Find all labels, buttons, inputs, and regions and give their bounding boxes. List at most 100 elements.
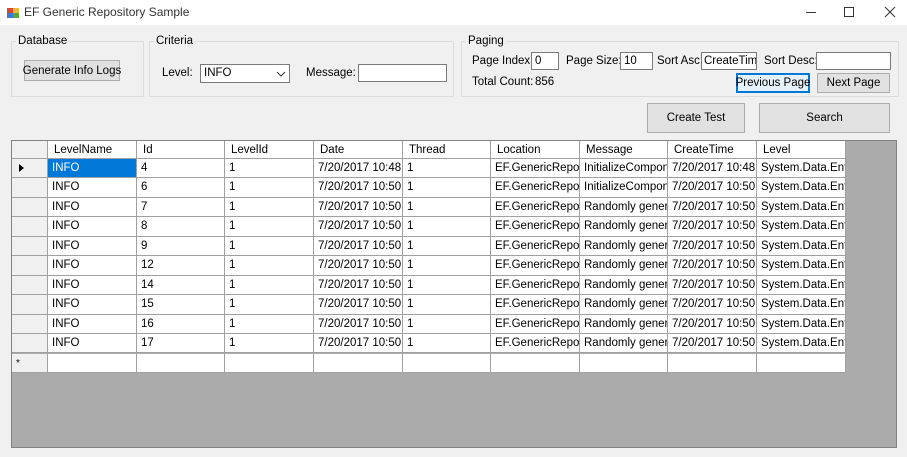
column-header[interactable]: CreateTime	[668, 141, 757, 159]
table-cell[interactable]: 1	[225, 295, 314, 315]
level-combo[interactable]: INFO	[200, 64, 290, 83]
previous-button[interactable]: Previous Page	[736, 73, 810, 93]
table-cell[interactable]: Randomly genera...	[580, 256, 668, 276]
row-header[interactable]	[12, 295, 48, 315]
table-cell[interactable]: EF.GenericRepo...	[491, 159, 580, 179]
table-cell[interactable]: 7	[137, 197, 225, 218]
row-header[interactable]	[12, 314, 48, 335]
column-header[interactable]: Message	[580, 141, 668, 159]
new-row-marker[interactable]: *	[12, 353, 48, 373]
new-row-cell[interactable]	[757, 353, 846, 373]
row-header[interactable]	[12, 236, 48, 257]
row-header[interactable]	[12, 159, 48, 179]
column-header[interactable]: LevelName	[48, 141, 137, 159]
table-cell[interactable]: 15	[137, 295, 225, 315]
column-header[interactable]: Level	[757, 141, 846, 159]
new-row-cell[interactable]	[225, 353, 314, 373]
table-cell[interactable]: 7/20/2017 10:50...	[668, 275, 757, 296]
table-cell[interactable]: Randomly genera...	[580, 236, 668, 257]
new-row-cell[interactable]	[48, 353, 137, 373]
table-cell[interactable]: Randomly genera...	[580, 295, 668, 315]
table-cell[interactable]: 7/20/2017 10:50...	[314, 256, 403, 276]
data-grid[interactable]: LevelName Id LevelId Date Thread Location Mess…	[11, 140, 897, 448]
row-header[interactable]	[12, 217, 48, 237]
table-cell[interactable]: EF.GenericRepo...	[491, 256, 580, 276]
page-index-input[interactable]: 0	[531, 52, 559, 70]
table-cell[interactable]: 7/20/2017 10:50...	[314, 334, 403, 354]
table-cell[interactable]: System.Data.Enti...	[757, 197, 846, 218]
table-cell[interactable]: EF.GenericRepo...	[491, 314, 580, 335]
new-row-cell[interactable]	[668, 353, 757, 373]
table-cell[interactable]: 9	[137, 236, 225, 257]
table-cell[interactable]: EF.GenericRepo...	[491, 334, 580, 354]
column-header[interactable]: Location	[491, 141, 580, 159]
table-cell[interactable]: 7/20/2017 10:50...	[314, 275, 403, 296]
table-cell[interactable]: Randomly genera...	[580, 217, 668, 237]
generate-button[interactable]: Generate Info Logs	[23, 60, 121, 81]
table-cell[interactable]: 1	[403, 197, 491, 218]
sort-asc-input[interactable]: CreateTime	[701, 52, 757, 70]
table-cell[interactable]: System.Data.Enti...	[757, 275, 846, 296]
table-cell[interactable]: EF.GenericRepo...	[491, 178, 580, 198]
new-row-cell[interactable]	[403, 353, 491, 373]
table-cell[interactable]: 7/20/2017 10:50...	[668, 178, 757, 198]
table-cell[interactable]: 1	[403, 334, 491, 354]
row-header[interactable]	[12, 197, 48, 218]
column-header[interactable]: Date	[314, 141, 403, 159]
table-cell[interactable]: InitializeCompone...	[580, 178, 668, 198]
table-cell[interactable]: 7/20/2017 10:50...	[314, 236, 403, 257]
table-cell[interactable]: 7/20/2017 10:50...	[668, 295, 757, 315]
table-cell[interactable]: 17	[137, 334, 225, 354]
table-cell[interactable]: INFO	[48, 334, 137, 354]
table-cell[interactable]: 7/20/2017 10:50...	[668, 217, 757, 237]
table-cell[interactable]: System.Data.Enti...	[757, 217, 846, 237]
table-cell[interactable]: 7/20/2017 10:50...	[668, 256, 757, 276]
table-cell[interactable]: 1	[403, 159, 491, 179]
table-cell[interactable]: 16	[137, 314, 225, 335]
table-cell[interactable]: System.Data.Enti...	[757, 159, 846, 179]
table-cell[interactable]: INFO	[48, 159, 137, 179]
table-cell[interactable]: 7/20/2017 10:50...	[668, 197, 757, 218]
table-cell[interactable]: System.Data.Enti...	[757, 295, 846, 315]
row-header[interactable]	[12, 178, 48, 198]
table-cell[interactable]: INFO	[48, 295, 137, 315]
row-header[interactable]	[12, 275, 48, 296]
table-cell[interactable]: 1	[225, 217, 314, 237]
table-cell[interactable]: INFO	[48, 256, 137, 276]
table-cell[interactable]: INFO	[48, 197, 137, 218]
table-cell[interactable]: INFO	[48, 217, 137, 237]
table-cell[interactable]: 1	[225, 236, 314, 257]
column-header[interactable]: LevelId	[225, 141, 314, 159]
table-cell[interactable]: INFO	[48, 236, 137, 257]
create-test-button[interactable]: Create Test	[647, 103, 745, 133]
table-cell[interactable]: 7/20/2017 10:48...	[314, 159, 403, 179]
message-input[interactable]	[358, 64, 447, 82]
new-row-cell[interactable]	[580, 353, 668, 373]
table-cell[interactable]: 1	[403, 295, 491, 315]
table-cell[interactable]: 12	[137, 256, 225, 276]
sort-desc-input[interactable]	[816, 52, 891, 70]
search-button[interactable]: Search	[759, 103, 890, 133]
table-cell[interactable]: EF.GenericRepo...	[491, 275, 580, 296]
page-size-input[interactable]: 10	[620, 52, 653, 70]
table-cell[interactable]: INFO	[48, 314, 137, 335]
table-cell[interactable]: 7/20/2017 10:50...	[314, 178, 403, 198]
table-cell[interactable]: 7/20/2017 10:50...	[314, 295, 403, 315]
row-header[interactable]	[12, 256, 48, 276]
table-cell[interactable]: 1	[225, 159, 314, 179]
table-cell[interactable]: System.Data.Enti...	[757, 334, 846, 354]
table-cell[interactable]: 7/20/2017 10:50...	[668, 314, 757, 335]
table-cell[interactable]: EF.GenericRepo...	[491, 197, 580, 218]
table-cell[interactable]: 1	[225, 178, 314, 198]
table-cell[interactable]: EF.GenericRepo...	[491, 236, 580, 257]
table-cell[interactable]: EF.GenericRepo...	[491, 217, 580, 237]
table-cell[interactable]: 7/20/2017 10:50...	[314, 197, 403, 218]
table-cell[interactable]: System.Data.Enti...	[757, 256, 846, 276]
table-cell[interactable]: 1	[403, 256, 491, 276]
table-cell[interactable]: 1	[403, 236, 491, 257]
table-cell[interactable]: 14	[137, 275, 225, 296]
table-cell[interactable]: System.Data.Enti...	[757, 178, 846, 198]
table-cell[interactable]: 7/20/2017 10:50...	[314, 314, 403, 335]
table-cell[interactable]: 1	[403, 217, 491, 237]
table-cell[interactable]: 1	[225, 334, 314, 354]
